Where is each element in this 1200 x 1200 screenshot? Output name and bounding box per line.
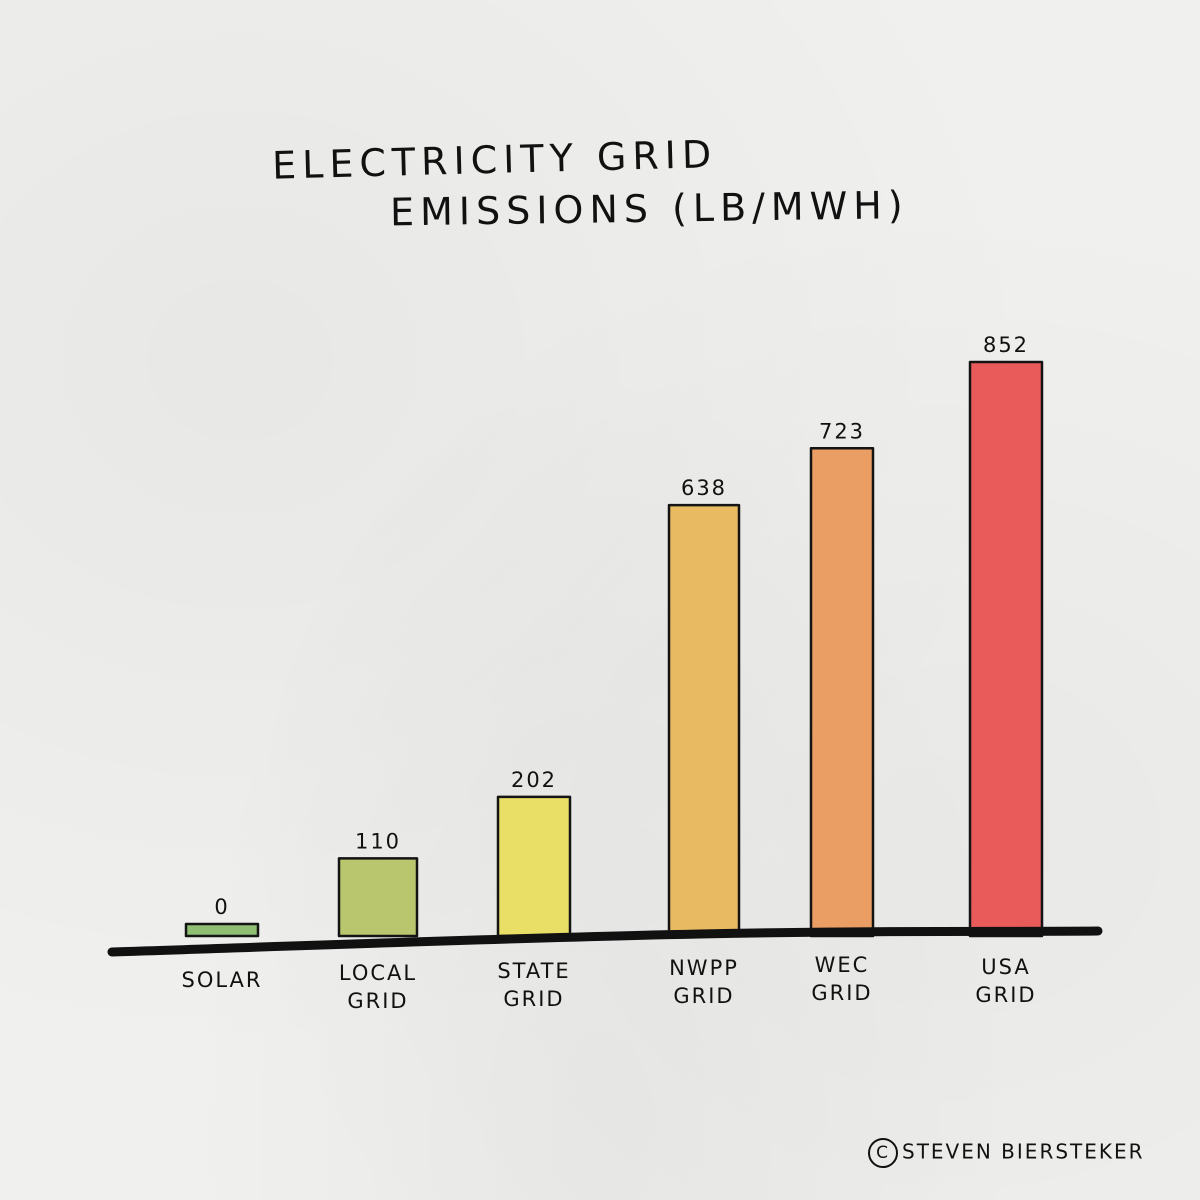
- bar: [496, 795, 572, 938]
- category-label: USA: [981, 955, 1030, 979]
- bar: [809, 447, 875, 938]
- category-label: WEC: [815, 953, 870, 977]
- category-label: GRID: [347, 989, 408, 1013]
- category-label: STATE: [497, 959, 570, 983]
- category-label: LOCAL: [339, 961, 417, 985]
- value-label: 852: [983, 333, 1029, 357]
- value-label: 638: [681, 476, 727, 500]
- bar-group: [809, 447, 875, 938]
- copyright-credit: C STEVEN BIERSTEKER: [868, 1138, 1145, 1168]
- category-label: NWPP: [669, 956, 739, 980]
- bar: [667, 503, 741, 938]
- copyright-icon: C: [868, 1138, 898, 1168]
- x-axis-baseline: [107, 926, 1103, 957]
- bar-group: [968, 360, 1044, 938]
- value-label: 0: [214, 895, 229, 919]
- value-label: 110: [355, 829, 401, 853]
- bar-group: [496, 795, 572, 938]
- category-label: GRID: [975, 983, 1036, 1007]
- category-label: SOLAR: [182, 968, 263, 992]
- bar-group: [184, 922, 260, 938]
- bar: [968, 360, 1044, 938]
- bar: [337, 857, 419, 938]
- category-label: GRID: [503, 987, 564, 1011]
- bar-group: [337, 857, 419, 938]
- bar: [184, 922, 260, 938]
- value-label: 723: [819, 419, 865, 443]
- category-label: GRID: [673, 984, 734, 1008]
- credit-text: STEVEN BIERSTEKER: [902, 1139, 1145, 1164]
- value-label: 202: [511, 768, 557, 792]
- category-label: GRID: [811, 981, 872, 1005]
- bar-group: [667, 503, 741, 938]
